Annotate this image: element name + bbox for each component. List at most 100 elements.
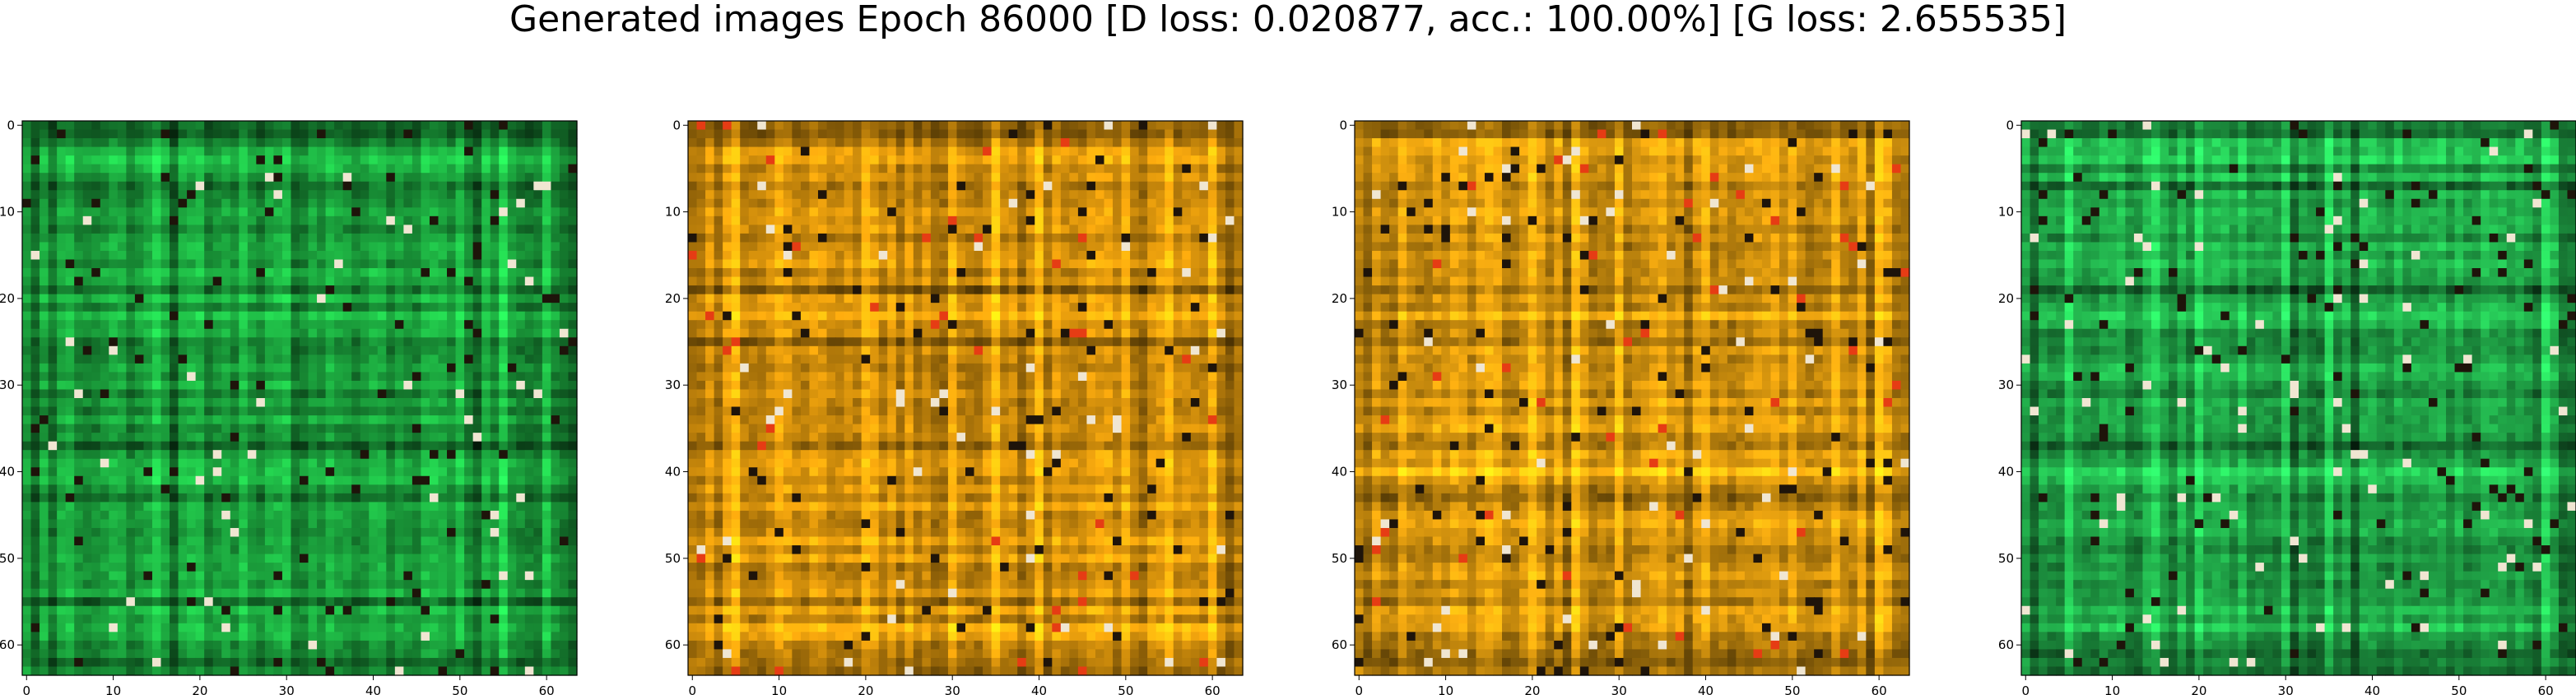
image-pixel	[264, 259, 275, 269]
image-pixel	[117, 225, 127, 234]
image-pixel	[256, 406, 266, 416]
image-pixel	[273, 467, 283, 477]
image-pixel	[394, 155, 404, 165]
image-pixel	[490, 450, 500, 460]
image-pixel	[291, 640, 300, 651]
image-pixel	[187, 424, 197, 433]
image-pixel	[844, 190, 853, 200]
image-pixel	[394, 563, 404, 572]
image-pixel	[377, 519, 387, 529]
image-pixel	[551, 242, 560, 252]
image-pixel	[438, 259, 448, 269]
image-pixel	[551, 328, 560, 338]
image-pixel	[429, 181, 439, 191]
image-pixel	[117, 268, 127, 278]
image-pixel	[334, 250, 344, 261]
image-pixel	[783, 225, 793, 234]
image-pixel	[386, 311, 396, 321]
image-pixel	[126, 250, 136, 261]
image-pixel	[151, 363, 162, 373]
image-pixel	[342, 207, 352, 217]
image-pixel	[481, 657, 491, 668]
image-pixel	[490, 380, 500, 391]
image-pixel	[143, 657, 153, 668]
image-pixel	[481, 623, 491, 632]
image-pixel	[30, 268, 40, 278]
image-pixel	[195, 363, 205, 373]
image-pixel	[731, 155, 741, 165]
image-pixel	[533, 173, 543, 183]
image-pixel	[82, 380, 92, 391]
image-pixel	[696, 155, 706, 165]
image-pixel	[412, 510, 422, 521]
image-pixel	[160, 155, 170, 165]
image-pixel	[48, 276, 58, 286]
image-pixel	[740, 190, 750, 200]
image-pixel	[57, 424, 67, 433]
image-pixel	[499, 250, 509, 261]
image-pixel	[160, 215, 170, 225]
image-pixel	[342, 666, 352, 676]
image-pixel	[30, 398, 40, 408]
image-pixel	[369, 605, 379, 615]
image-pixel	[1095, 121, 1105, 131]
image-pixel	[394, 328, 404, 338]
image-pixel	[48, 155, 58, 165]
image-pixel	[421, 354, 430, 364]
image-pixel	[844, 121, 853, 131]
image-pixel	[421, 215, 430, 225]
image-pixel	[386, 233, 396, 243]
image-pixel	[178, 640, 188, 651]
image-pixel	[22, 554, 32, 563]
image-pixel	[472, 415, 482, 425]
image-pixel	[247, 129, 257, 139]
image-pixel	[1155, 215, 1165, 225]
image-pixel	[100, 285, 109, 295]
image-pixel	[394, 597, 404, 607]
image-pixel	[731, 173, 741, 183]
image-pixel	[308, 571, 318, 581]
image-pixel	[455, 303, 465, 313]
image-pixel	[281, 198, 292, 208]
image-pixel	[160, 259, 170, 269]
image-pixel	[464, 614, 474, 624]
image-pixel	[100, 181, 109, 191]
image-pixel	[1182, 121, 1192, 131]
image-pixel	[256, 649, 266, 659]
image-pixel	[1025, 146, 1035, 156]
image-pixel	[57, 415, 67, 425]
image-pixel	[904, 164, 914, 174]
image-pixel	[178, 225, 188, 234]
image-pixel	[559, 657, 570, 668]
image-pixel	[429, 198, 439, 208]
image-pixel	[516, 129, 526, 139]
image-pixel	[887, 138, 897, 148]
image-pixel	[542, 433, 552, 442]
image-pixel	[507, 433, 517, 442]
image-pixel	[334, 458, 344, 468]
image-pixel	[507, 389, 517, 399]
image-pixel	[82, 276, 92, 286]
image-pixel	[983, 225, 993, 234]
image-pixel	[516, 554, 526, 563]
image-pixel	[22, 215, 32, 225]
image-pixel	[160, 484, 170, 494]
image-pixel	[464, 657, 474, 668]
image-pixel	[291, 233, 300, 243]
image-pixel	[568, 242, 578, 252]
image-pixel	[455, 276, 465, 286]
image-pixel	[195, 475, 205, 485]
image-pixel	[48, 259, 58, 269]
image-pixel	[551, 493, 560, 503]
image-pixel	[568, 294, 578, 303]
image-pixel	[143, 215, 153, 225]
image-pixel	[291, 268, 300, 278]
image-pixel	[447, 441, 457, 451]
image-pixel	[100, 380, 109, 391]
image-pixel	[853, 233, 863, 243]
image-pixel	[1104, 207, 1114, 217]
image-pixel	[568, 623, 578, 632]
image-pixel	[551, 632, 560, 642]
image-pixel	[151, 605, 162, 615]
image-pixel	[524, 328, 534, 338]
